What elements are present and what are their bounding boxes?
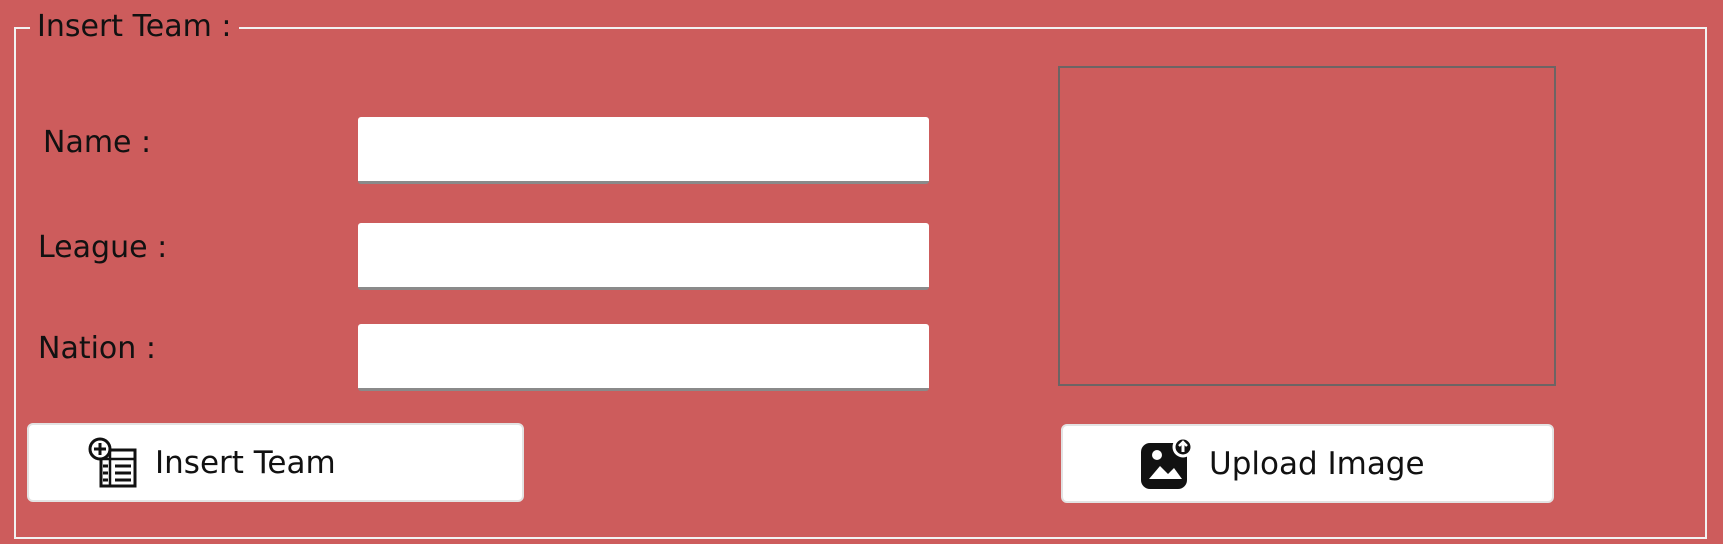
- table-add-icon: [87, 436, 141, 490]
- nation-input[interactable]: [358, 324, 929, 391]
- insert-team-groupbox: [14, 27, 1707, 539]
- insert-team-button[interactable]: Insert Team: [27, 423, 524, 502]
- name-input[interactable]: [358, 117, 929, 184]
- nation-label: Nation :: [38, 331, 156, 366]
- league-input[interactable]: [358, 223, 929, 290]
- league-label: League :: [38, 230, 168, 265]
- upload-image-button[interactable]: Upload Image: [1061, 424, 1554, 503]
- team-image-preview: [1058, 66, 1556, 386]
- image-upload-icon: [1139, 436, 1194, 491]
- upload-image-button-label: Upload Image: [1209, 445, 1425, 482]
- groupbox-title: Insert Team :: [30, 8, 239, 46]
- name-label: Name :: [43, 125, 152, 160]
- insert-team-button-label: Insert Team: [155, 444, 336, 481]
